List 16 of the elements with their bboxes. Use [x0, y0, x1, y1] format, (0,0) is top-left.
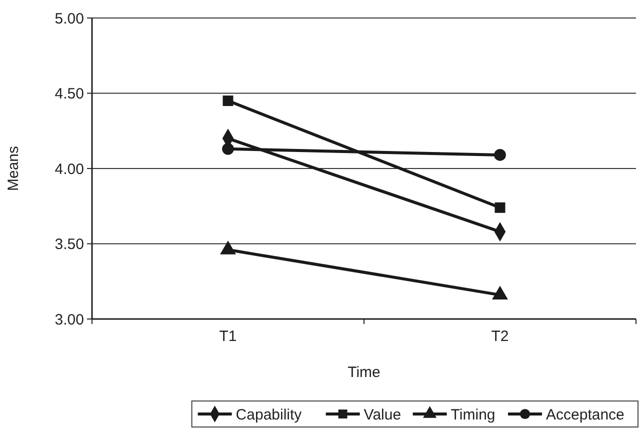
y-tick-label: 4.50: [54, 86, 84, 102]
y-axis-title: Means: [5, 146, 22, 192]
x-tick-label: T2: [491, 328, 509, 345]
y-tick-label: 3.00: [54, 311, 84, 328]
legend-label: Value: [364, 406, 402, 424]
legend-label: Capability: [236, 406, 302, 424]
y-tick-label: 3.50: [54, 236, 84, 253]
point: [222, 96, 234, 106]
legend-label: Acceptance: [546, 406, 624, 424]
point: [494, 202, 506, 213]
y-tick-label: 4.00: [54, 160, 84, 178]
x-tick-label: T1: [219, 328, 237, 345]
legend-label: Timing: [450, 406, 496, 424]
point: [494, 149, 506, 161]
x-axis-title: Time: [348, 364, 380, 381]
y-tick-label: 5.00: [54, 10, 84, 28]
